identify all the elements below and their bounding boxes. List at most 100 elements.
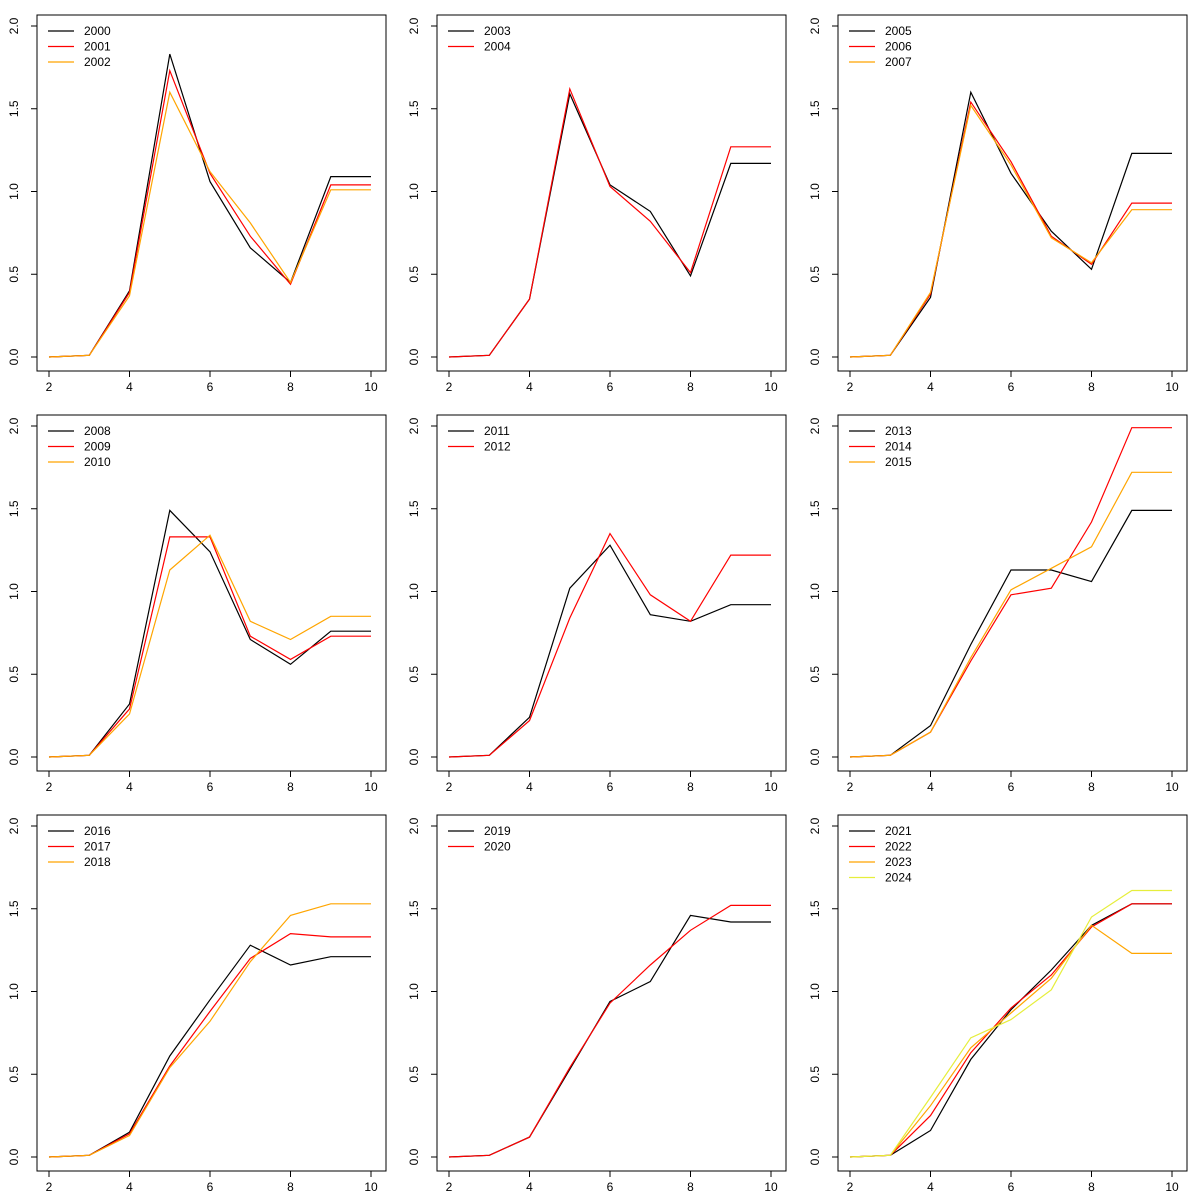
x-tick-label: 4	[927, 1180, 934, 1194]
x-tick-label: 2	[446, 1180, 453, 1194]
plot-frame	[436, 414, 787, 772]
legend-label-2024: 2024	[885, 871, 912, 885]
y-tick-label: 1.5	[7, 100, 21, 117]
x-tick-label: 2	[46, 380, 53, 394]
x-tick-label: 2	[46, 780, 53, 794]
x-tick-label: 2	[847, 780, 854, 794]
y-tick-label: 1.5	[808, 100, 822, 117]
series-line-2010	[48, 534, 371, 758]
x-tick-label: 10	[764, 380, 778, 394]
x-tick-label: 2	[46, 1180, 53, 1194]
y-tick-label: 1.0	[808, 983, 822, 1000]
series-line-2019	[448, 914, 771, 1158]
x-tick-label: 10	[364, 1180, 378, 1194]
legend-label-2012: 2012	[484, 440, 511, 454]
y-tick-label: 1.5	[407, 500, 421, 517]
x-tick-label: 8	[687, 780, 694, 794]
x-tick-label: 8	[287, 380, 294, 394]
legend-label-2023: 2023	[885, 855, 912, 869]
y-tick-label: 2.0	[7, 17, 21, 34]
chart-panel-2: 2 4 6 8 10 0.0 0.5 1.0 1.5 2.0 2003 2004	[407, 14, 787, 394]
legend-label-2019: 2019	[484, 824, 511, 838]
y-tick-label: 0.5	[808, 666, 822, 683]
legend-label-2009: 2009	[84, 440, 111, 454]
x-tick-label: 4	[126, 780, 133, 794]
y-tick-label: 1.5	[407, 100, 421, 117]
series-line-2015	[849, 471, 1172, 758]
plot-frame	[36, 414, 387, 772]
series-line-2003	[448, 91, 771, 358]
y-tick-label: 0.5	[808, 266, 822, 283]
x-tick-label: 8	[1088, 380, 1095, 394]
x-tick-label: 8	[687, 380, 694, 394]
plot-frame	[36, 14, 387, 372]
y-tick-label: 0.0	[407, 1148, 421, 1165]
series-line-2002	[48, 90, 371, 358]
y-tick-label: 0.0	[808, 748, 822, 765]
series-line-2014	[849, 427, 1172, 758]
y-tick-label: 0.0	[407, 348, 421, 365]
x-tick-label: 10	[364, 380, 378, 394]
chart-panel-5: 2 4 6 8 10 0.0 0.5 1.0 1.5 2.0 2011 2012	[407, 414, 787, 794]
series-line-2022	[849, 903, 1172, 1158]
x-tick-label: 8	[687, 1180, 694, 1194]
x-tick-label: 10	[1165, 1180, 1179, 1194]
x-tick-label: 2	[847, 380, 854, 394]
y-tick-label: 2.0	[7, 817, 21, 834]
y-tick-label: 2.0	[407, 417, 421, 434]
series-line-2024	[849, 889, 1172, 1158]
x-tick-label: 6	[207, 1180, 214, 1194]
series-line-2006	[849, 100, 1172, 358]
y-tick-label: 1.5	[808, 900, 822, 917]
x-tick-label: 4	[526, 380, 533, 394]
plot-frame	[837, 414, 1188, 772]
series-line-2005	[849, 90, 1172, 358]
x-tick-label: 8	[1088, 780, 1095, 794]
series-line-2020	[448, 904, 771, 1158]
y-tick-label: 1.0	[7, 583, 21, 600]
x-tick-label: 10	[364, 780, 378, 794]
legend-label-2001: 2001	[84, 40, 111, 54]
x-tick-label: 2	[446, 380, 453, 394]
legend-label-2005: 2005	[885, 24, 912, 38]
y-tick-label: 0.0	[7, 1148, 21, 1165]
legend-label-2003: 2003	[484, 24, 511, 38]
x-tick-label: 4	[927, 780, 934, 794]
x-tick-label: 4	[927, 380, 934, 394]
series-line-2009	[48, 536, 371, 758]
x-tick-label: 6	[1008, 380, 1015, 394]
legend-label-2010: 2010	[84, 455, 111, 469]
x-tick-label: 6	[207, 380, 214, 394]
y-tick-label: 1.0	[7, 983, 21, 1000]
legend-label-2017: 2017	[84, 840, 111, 854]
legend-label-2008: 2008	[84, 424, 111, 438]
x-tick-label: 2	[446, 780, 453, 794]
series-line-2013	[849, 509, 1172, 758]
y-tick-label: 1.0	[407, 583, 421, 600]
x-tick-label: 6	[607, 1180, 614, 1194]
x-tick-label: 10	[1165, 780, 1179, 794]
legend-label-2022: 2022	[885, 840, 912, 854]
y-tick-label: 0.5	[808, 1066, 822, 1083]
x-tick-label: 8	[287, 780, 294, 794]
y-tick-label: 1.0	[407, 183, 421, 200]
plot-frame	[837, 814, 1188, 1172]
legend-label-2004: 2004	[484, 40, 511, 54]
y-tick-label: 0.0	[808, 348, 822, 365]
legend-label-2002: 2002	[84, 55, 111, 69]
legend-label-2014: 2014	[885, 440, 912, 454]
x-tick-label: 4	[526, 780, 533, 794]
y-tick-label: 1.0	[808, 583, 822, 600]
x-tick-label: 6	[1008, 1180, 1015, 1194]
y-tick-label: 0.5	[407, 666, 421, 683]
y-tick-label: 1.5	[808, 500, 822, 517]
y-tick-label: 2.0	[808, 17, 822, 34]
plot-frame	[436, 814, 787, 1172]
y-tick-label: 0.5	[7, 1066, 21, 1083]
